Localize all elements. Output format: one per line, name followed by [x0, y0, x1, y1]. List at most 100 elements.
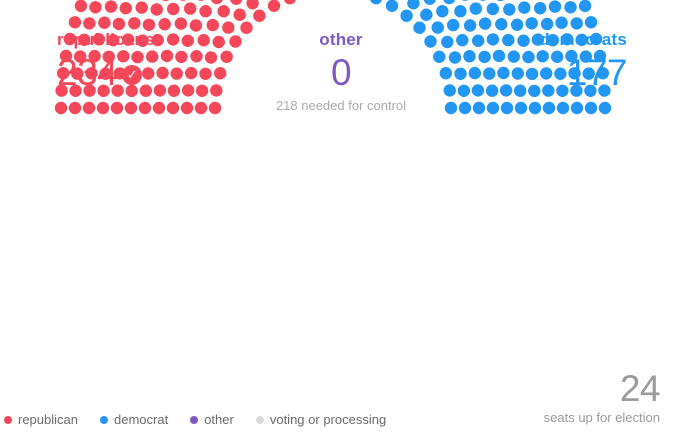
seat-dot-democrats — [525, 17, 538, 30]
seat-dot-republicans — [142, 67, 155, 80]
seat-dot-democrats — [400, 9, 413, 22]
seat-dot-democrats — [471, 84, 485, 97]
seat-dot-republicans — [128, 17, 141, 30]
seat-dot-democrats — [486, 101, 500, 115]
seat-dot-democrats — [582, 67, 595, 80]
seat-dot-democrats — [468, 66, 481, 80]
seat-dot-republicans — [189, 19, 203, 32]
seat-dot-republicans — [162, 0, 170, 2]
seat-dot-republicans — [119, 2, 132, 15]
legend-label: republican — [18, 412, 78, 427]
seat-dot-democrats — [570, 17, 583, 30]
seat-dot-democrats — [570, 101, 584, 115]
seat-dot-republicans — [92, 33, 106, 46]
seat-dot-democrats — [548, 0, 562, 13]
seat-dot-democrats — [534, 2, 547, 15]
other-label: other — [319, 30, 363, 49]
seat-dot-democrats — [485, 84, 499, 97]
democrats-summary: democrats 177 — [539, 30, 627, 92]
seat-dot-democrats — [522, 50, 535, 64]
seat-dot-democrats — [448, 51, 462, 64]
legend: republican democrat other voting or proc… — [4, 412, 386, 427]
seat-dot-democrats — [458, 101, 472, 115]
seat-dot-democrats — [578, 0, 592, 13]
republicans-count: 234 — [57, 52, 118, 93]
seat-dot-republicans — [74, 0, 88, 13]
seat-dot-democrats — [514, 84, 527, 97]
legend-label: other — [204, 412, 234, 427]
seat-dot-democrats — [420, 8, 433, 21]
seat-dot-republicans — [68, 101, 82, 115]
seat-dot-democrats — [499, 84, 513, 97]
seat-dot-democrats — [546, 34, 559, 47]
seat-dot-democrats — [542, 101, 556, 115]
seat-dot-republicans — [175, 50, 188, 64]
seat-dot-republicans — [135, 1, 148, 14]
control-note: 218 needed for control — [275, 98, 407, 113]
seats-up-label: seats up for election — [543, 410, 660, 425]
seat-dot-democrats — [407, 0, 420, 10]
seat-dot-democrats — [575, 33, 588, 46]
seat-dot-republicans — [174, 17, 188, 30]
seat-dot-republicans — [222, 21, 235, 34]
republicans-summary: republicans 234 ✓ — [57, 30, 155, 92]
seat-dot-democrats — [456, 34, 469, 47]
democrats-count: 177 — [566, 52, 628, 93]
seat-dot-democrats — [531, 33, 545, 46]
seat-dot-republicans — [107, 34, 120, 47]
seat-dot-republicans — [179, 0, 187, 1]
seat-dot-republicans — [125, 84, 138, 98]
seat-dot-republicans — [142, 18, 156, 31]
seat-dot-republicans — [208, 101, 222, 115]
seat-dot-democrats — [433, 50, 446, 63]
seat-dot-republicans — [89, 1, 102, 14]
seat-dot-democrats — [556, 84, 569, 98]
legend-item-democrat: democrat — [100, 412, 168, 427]
seat-dot-democrats — [551, 50, 564, 63]
seat-dot-republicans — [199, 5, 212, 18]
seats-up-summary: 24 seats up for election — [543, 370, 661, 426]
seat-dot-republicans — [150, 3, 163, 16]
seat-dot-democrats — [431, 21, 444, 34]
seat-dot-republicans — [71, 67, 84, 80]
seat-dot-republicans — [204, 51, 218, 64]
seat-dot-democrats — [584, 101, 598, 115]
seat-dot-republicans — [83, 84, 96, 97]
seat-dot-democrats — [556, 101, 570, 115]
seat-dot-democrats — [525, 67, 539, 81]
other-summary: other 0 218 needed for control — [276, 30, 406, 113]
seat-dot-republicans — [78, 33, 91, 46]
seat-dot-democrats — [443, 84, 456, 97]
seat-dot-republicans — [153, 84, 167, 97]
seat-dot-republicans — [166, 101, 180, 115]
legend-item-republican: republican — [4, 412, 78, 427]
seat-dot-republicans — [246, 0, 259, 10]
seat-dot-republicans — [166, 33, 180, 46]
seat-dot-democrats — [463, 19, 477, 32]
seat-dot-democrats — [568, 67, 581, 80]
seat-dot-democrats — [565, 49, 578, 63]
seat-dot-democrats — [560, 33, 574, 46]
seat-dot-republicans — [96, 101, 110, 115]
seat-dot-republicans — [184, 2, 197, 15]
seat-dot-republicans — [195, 84, 209, 98]
seat-dot-democrats — [598, 101, 612, 115]
seat-dot-democrats — [528, 84, 541, 98]
seat-dot-democrats — [447, 18, 460, 32]
seat-dot-republicans — [230, 0, 243, 5]
seat-dot-republicans — [180, 101, 194, 115]
seat-dot-republicans — [197, 0, 205, 1]
legend-item-voting-or-processing: voting or processing — [255, 412, 386, 427]
seat-dot-republicans — [117, 50, 130, 63]
seat-dot-democrats — [472, 34, 485, 47]
seat-dot-democrats — [439, 67, 452, 80]
seat-dot-republicans — [97, 84, 110, 98]
seat-dot-republicans — [240, 21, 253, 34]
seat-dot-democrats — [579, 50, 592, 63]
seat-dot-republicans — [57, 67, 70, 80]
seat-dot-democrats — [540, 17, 554, 31]
seat-dot-democrats — [457, 84, 471, 98]
seat-dot-republicans — [151, 33, 164, 47]
seat-dot-republicans — [167, 2, 180, 16]
seat-dot-democrats — [495, 18, 508, 31]
